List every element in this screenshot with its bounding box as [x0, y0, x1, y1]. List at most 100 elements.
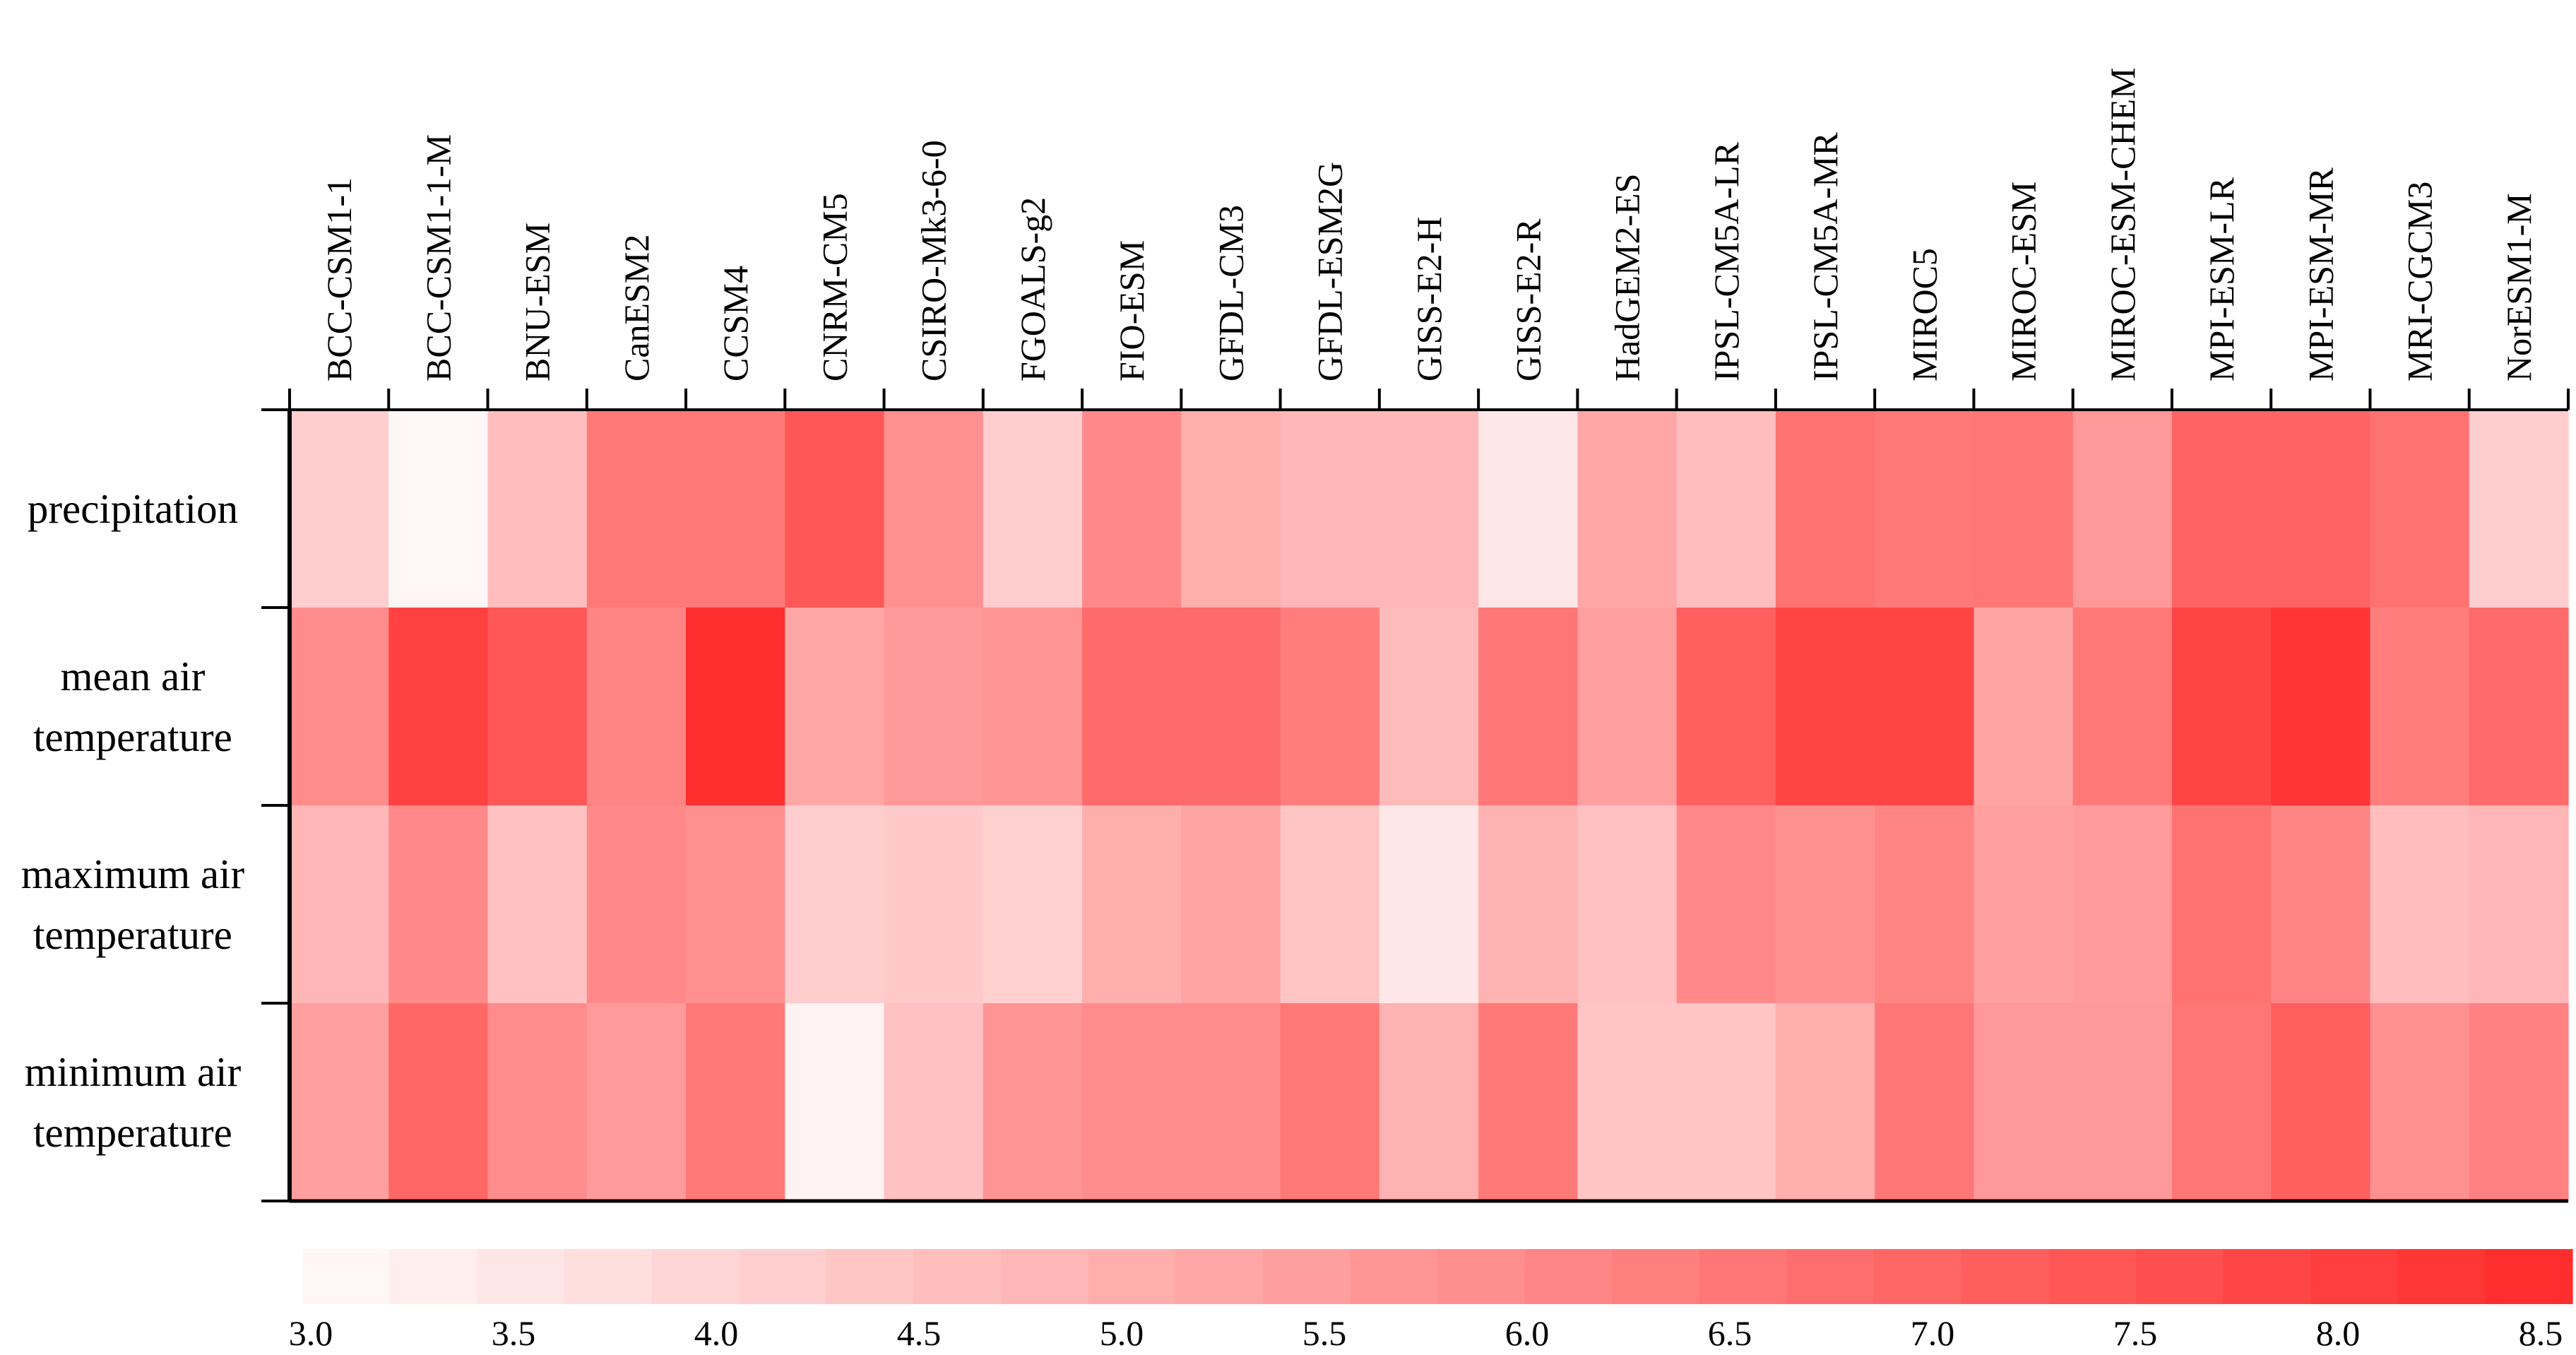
heatmap-cell: [2469, 1003, 2569, 1202]
row-label: maximum air: [21, 851, 245, 897]
heatmap-cell: [1181, 1003, 1281, 1202]
heatmap-cell: [2072, 410, 2173, 608]
colorbar: 3.0 3.5 4.0 4.5 5.0 5.5 6.0 6.5 7.0 7.5 8.0 8.5: [289, 1249, 2573, 1353]
colorbar-swatch: [651, 1249, 740, 1304]
heatmap-cell: [2171, 410, 2272, 608]
heatmap-cell: [1181, 805, 1281, 1004]
heatmap-cell: [2469, 410, 2569, 608]
heatmap-cell: [586, 1003, 687, 1202]
heatmap-cell: [785, 1003, 885, 1202]
heatmap-cell: [1478, 805, 1578, 1004]
column-label: CNRM-CM5: [814, 193, 854, 381]
heatmap-cell: [1082, 410, 1182, 608]
colorbar-swatch: [739, 1249, 827, 1304]
heatmap-cell: [1775, 410, 1875, 608]
colorbar-swatch: [1612, 1249, 1700, 1304]
heatmap-cell: [1676, 410, 1776, 608]
heatmap-cell: [983, 805, 1083, 1004]
column-label: GISS-E2-H: [1409, 217, 1449, 381]
colorbar-tick-label: 4.0: [694, 1313, 739, 1353]
heatmap-cells: [290, 410, 2569, 1202]
heatmap-cell: [2171, 805, 2272, 1004]
colorbar-swatch: [2397, 1249, 2486, 1304]
colorbar-swatch: [1786, 1249, 1875, 1304]
heatmap-cell: [1082, 1003, 1182, 1202]
heatmap-cell: [884, 410, 984, 608]
colorbar-swatch: [302, 1249, 391, 1304]
heatmap-cell: [686, 805, 785, 1004]
heatmap-cell: [1875, 608, 1975, 806]
heatmap-cell: [2171, 1003, 2272, 1202]
colorbar-swatch: [1175, 1249, 1264, 1304]
heatmap-cell: [884, 1003, 984, 1202]
colorbar-swatch: [826, 1249, 914, 1304]
heatmap-cell: [388, 805, 489, 1004]
heatmap-cell: [1379, 608, 1479, 806]
heatmap-cell: [2370, 410, 2470, 608]
heatmap-cell: [1577, 410, 1678, 608]
heatmap-cell: [388, 608, 489, 806]
colorbar-swatch: [1874, 1249, 1962, 1304]
heatmap-cell: [1973, 1003, 2074, 1202]
heatmap-cell: [2271, 805, 2371, 1004]
heatmap-cell: [2370, 608, 2470, 806]
heatmap-cell: [2469, 805, 2569, 1004]
heatmap-cell: [2171, 608, 2272, 806]
heatmap-cell: [1676, 805, 1776, 1004]
heatmap-cell: [785, 805, 885, 1004]
colorbar-swatch: [564, 1249, 653, 1304]
heatmap-cell: [1181, 608, 1281, 806]
colorbar-swatch: [1699, 1249, 1788, 1304]
row-label: mean air: [61, 653, 206, 699]
heatmap-cell: [1280, 805, 1380, 1004]
column-label: BNU-ESM: [518, 223, 557, 381]
colorbar-swatch: [389, 1249, 477, 1304]
colorbar-tick-label: 3.5: [492, 1313, 536, 1353]
heatmap-cell: [785, 410, 885, 608]
heatmap-cell: [1181, 410, 1281, 608]
colorbar-swatch: [913, 1249, 1002, 1304]
heatmap-frame: [261, 389, 2570, 1203]
heatmap-cell: [2271, 1003, 2371, 1202]
column-label: MIROC5: [1904, 248, 1944, 381]
column-labels: BCC-CSM1-1 BCC-CSM1-1-M BNU-ESM CanESM2 CCSM…: [319, 68, 2539, 381]
column-label: FIO-ESM: [1112, 240, 1151, 381]
heatmap-cell: [983, 1003, 1083, 1202]
heatmap-cell: [2370, 805, 2470, 1004]
colorbar-swatch: [1350, 1249, 1438, 1304]
heatmap-cell: [586, 608, 687, 806]
heatmap-cell: [983, 608, 1083, 806]
heatmap-cell: [1676, 608, 1776, 806]
heatmap-cell: [884, 805, 984, 1004]
heatmap-cell: [487, 608, 588, 806]
heatmap-cell: [1875, 1003, 1975, 1202]
heatmap-cell: [1379, 1003, 1479, 1202]
heatmap-cell: [1577, 805, 1678, 1004]
heatmap-cell: [1577, 608, 1678, 806]
colorbar-tick-label: 6.5: [1708, 1313, 1752, 1353]
colorbar-tick-label: 8.0: [2316, 1313, 2361, 1353]
heatmap-cell: [1775, 608, 1875, 806]
column-label: IPSL-CM5A-LR: [1707, 141, 1746, 381]
colorbar-swatch: [1000, 1249, 1089, 1304]
column-label: MRI-CGCM3: [2400, 182, 2440, 381]
heatmap-cell: [2072, 608, 2173, 806]
heatmap-cell: [388, 410, 489, 608]
colorbar-tick-label: 5.5: [1302, 1313, 1347, 1353]
heatmap-cell: [1676, 1003, 1776, 1202]
heatmap-cell: [290, 805, 389, 1004]
heatmap-cell: [388, 1003, 489, 1202]
column-label: CanESM2: [617, 235, 656, 381]
row-label: minimum air: [25, 1048, 242, 1095]
heatmap-cell: [2072, 1003, 2173, 1202]
column-label: IPSL-CM5A-MR: [1805, 132, 1845, 381]
heatmap-cell: [1775, 805, 1875, 1004]
heatmap-cell: [1775, 1003, 1875, 1202]
column-label: HadGEM2-ES: [1608, 174, 1647, 381]
colorbar-swatch: [2135, 1249, 2224, 1304]
heatmap-cell: [884, 608, 984, 806]
heatmap-cell: [2072, 805, 2173, 1004]
column-label: BCC-CSM1-1: [319, 177, 359, 381]
colorbar-swatch: [1961, 1249, 2049, 1304]
